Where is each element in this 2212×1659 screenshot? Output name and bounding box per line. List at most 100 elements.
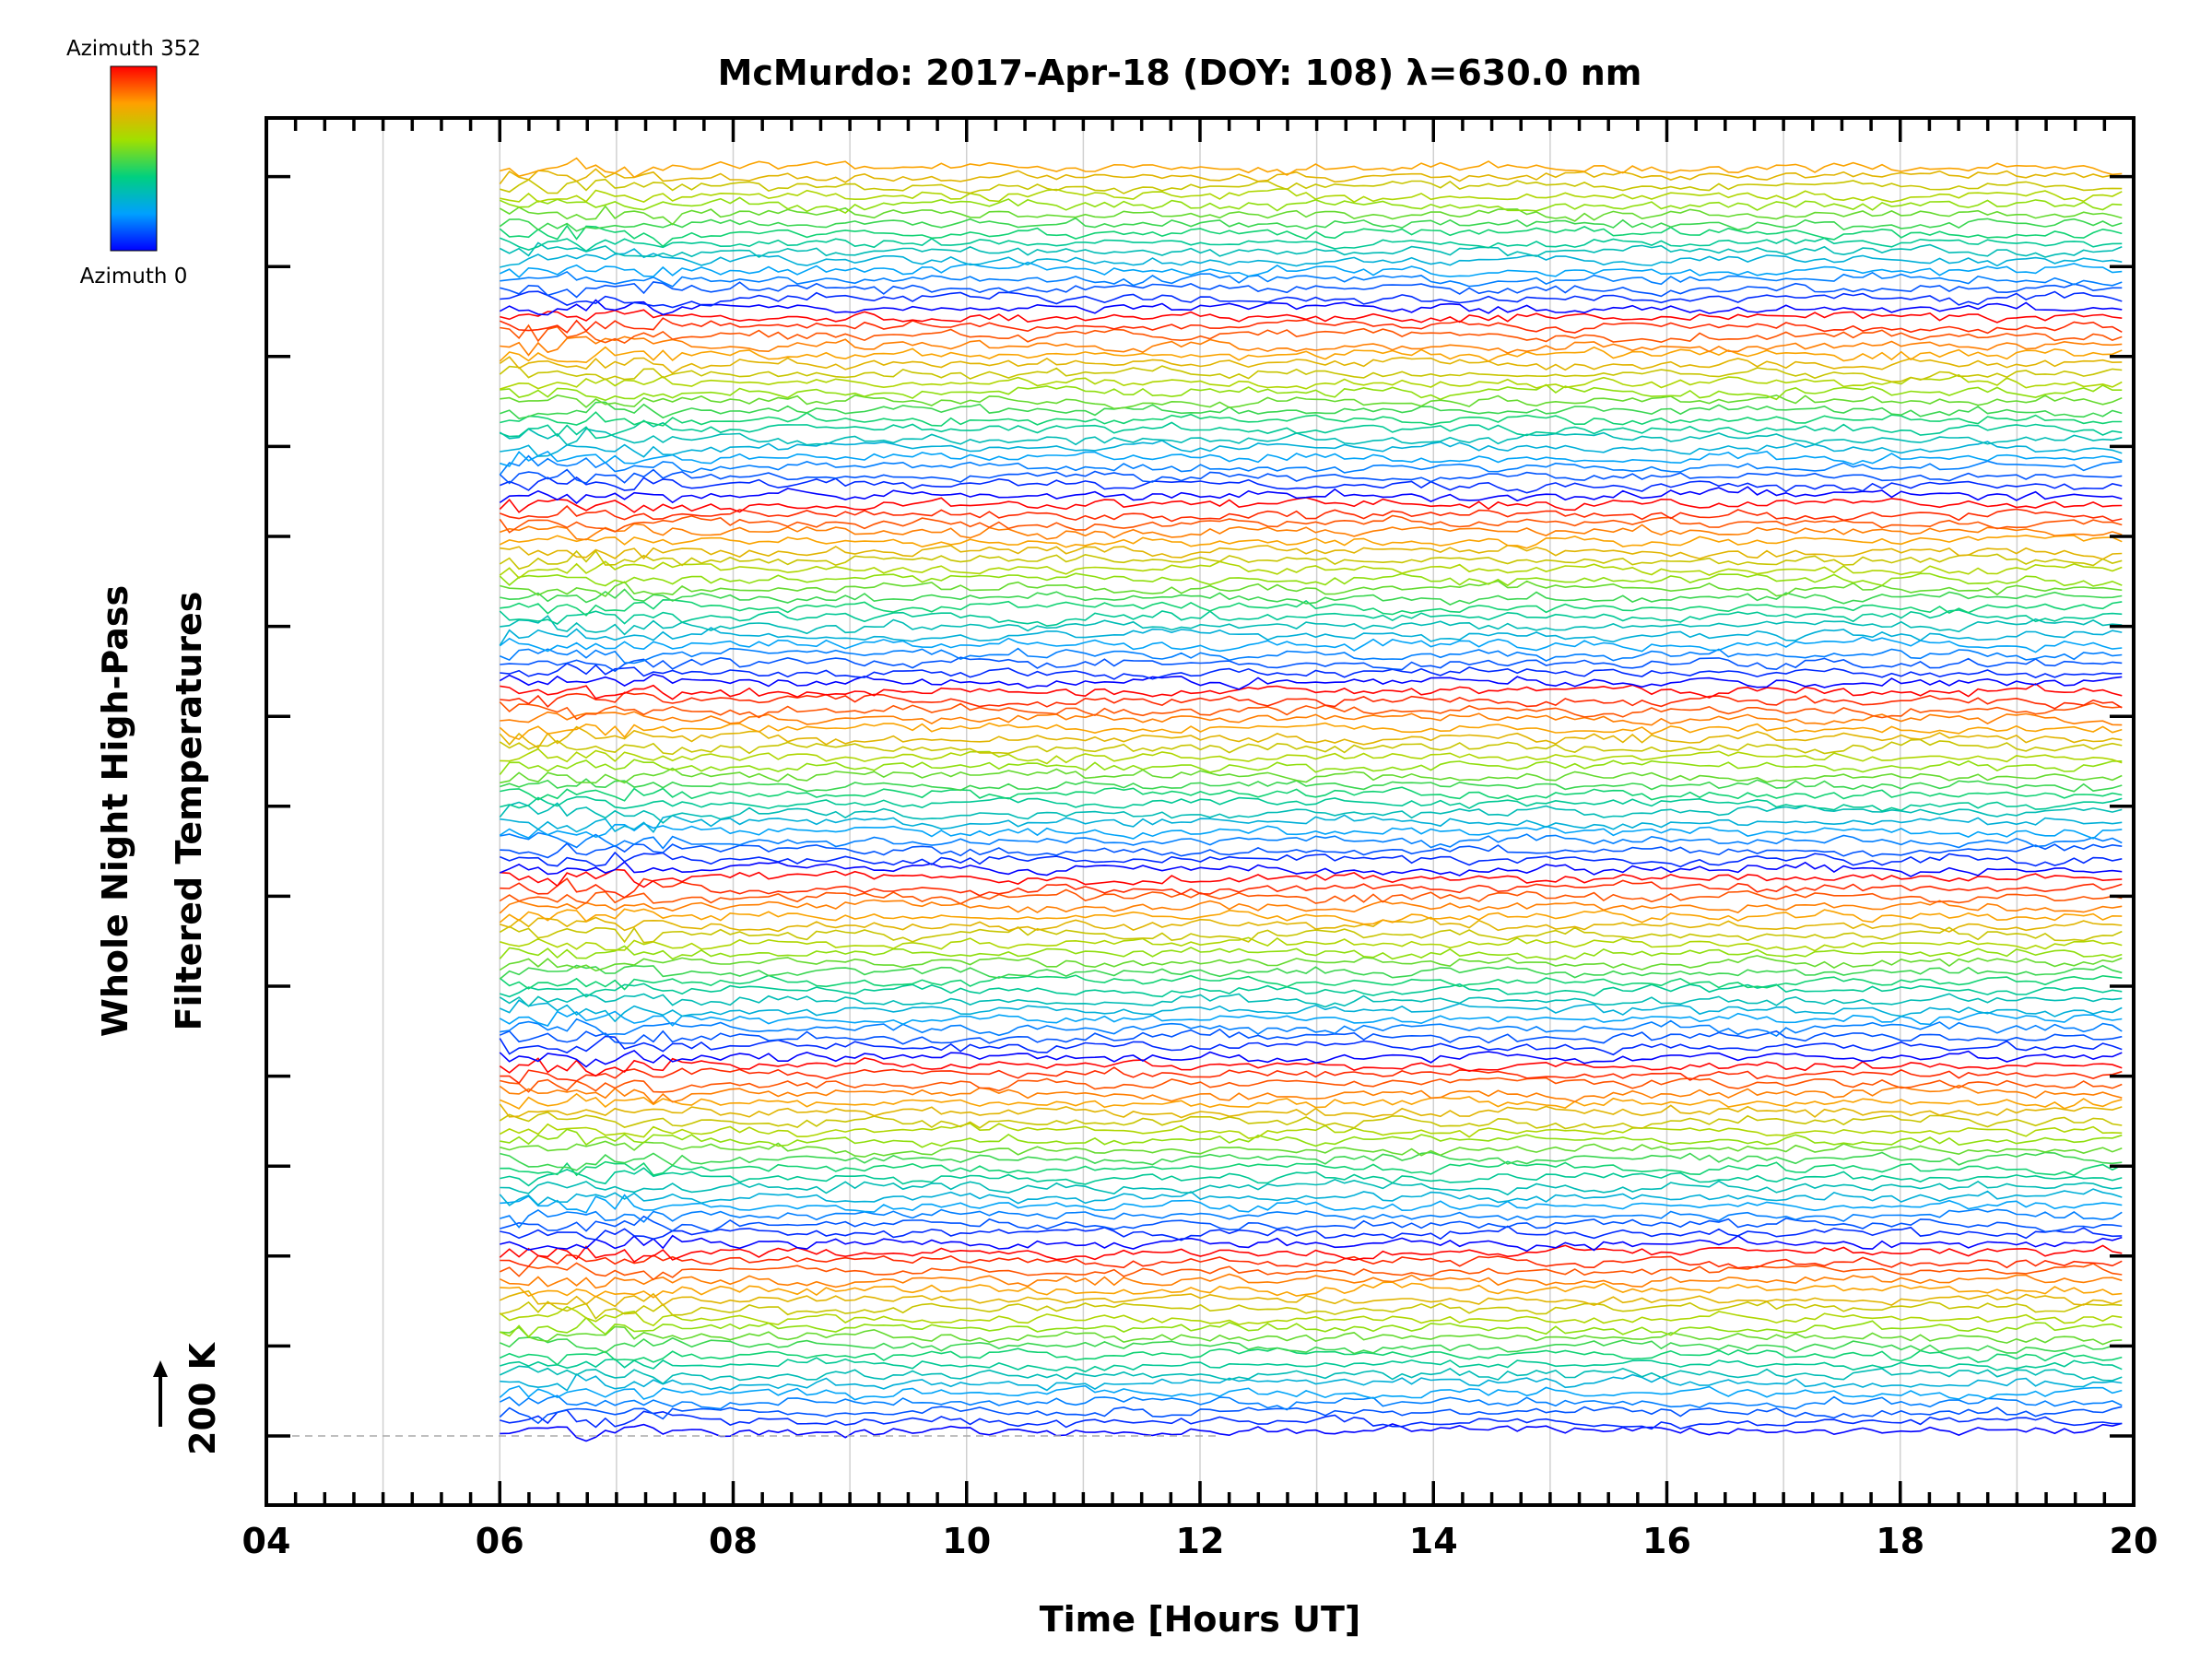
series-line-115 [499,346,2123,364]
series-line-123 [500,270,2123,288]
series-line-127 [500,237,2123,253]
series-line-83 [499,647,2123,665]
series-line-11 [499,1316,2123,1338]
series-line-117 [500,324,2123,345]
series-line-71 [499,759,2123,775]
series-line-110 [500,394,2123,410]
series-line-114 [499,356,2123,374]
x-tick-label: 06 [476,1521,524,1561]
series-line-100 [499,486,2123,504]
series-line-131 [499,196,2123,215]
series-line-41 [499,1035,2123,1056]
series-line-87 [499,609,2123,627]
series-line-84 [499,636,2123,653]
series-line-101 [500,477,2123,494]
series-line-1 [500,1409,2123,1430]
axis-ticks [265,118,2136,1505]
series-line-21 [500,1225,2123,1241]
series-line-75 [499,722,2123,741]
series-line-99 [499,497,2123,513]
series-line-79 [500,682,2123,700]
series-line-85 [499,627,2123,646]
series-line-98 [500,504,2123,523]
series-line-20 [500,1234,2123,1253]
series-line-38 [500,1066,2123,1085]
series-line-9 [499,1336,2123,1355]
series-line-82 [500,656,2123,673]
x-tick-label: 20 [2110,1521,2159,1561]
series-line-60 [499,861,2123,877]
series-line-94 [500,544,2123,560]
series-line-90 [500,580,2123,597]
series-line-122 [500,281,2123,299]
series-line-47 [500,982,2123,998]
series-line-7 [500,1357,2123,1373]
series-line-36 [499,1084,2123,1105]
series-line-113 [499,365,2123,383]
series-line-109 [500,401,2123,419]
series-line-135 [500,157,2123,179]
series-line-105 [500,440,2123,458]
series-line-107 [500,419,2123,440]
series-line-130 [499,205,2123,226]
series-line-74 [499,725,2123,749]
series-line-29 [500,1151,2123,1171]
x-tick-label: 16 [1642,1521,1691,1561]
series-line-59 [500,868,2123,888]
series-line-31 [500,1128,2123,1148]
series-line-72 [500,747,2123,765]
series-line-51 [499,945,2123,960]
series-line-67 [500,795,2123,812]
series-line-10 [500,1325,2123,1346]
series-line-104 [500,450,2123,467]
chart-title: McMurdo: 2017-Apr-18 (DOY: 108) λ=630.0 … [718,53,1642,93]
series-line-70 [500,767,2123,784]
series-line-50 [499,955,2123,972]
series-line-32 [499,1123,2123,1139]
series-line-30 [500,1140,2123,1159]
series-line-58 [500,877,2123,899]
series-line-52 [500,936,2123,952]
x-tick-label: 18 [1876,1521,1924,1561]
series-line-16 [499,1273,2123,1289]
series-line-34 [499,1103,2123,1119]
series-line-125 [500,248,2123,268]
series-line-26 [500,1178,2123,1196]
series-line-116 [500,335,2123,357]
scale-marker: 200 K [153,1341,223,1455]
series-line-129 [499,217,2123,232]
x-tick-label: 04 [242,1521,291,1561]
series-line-118 [500,317,2123,335]
series-line-65 [500,814,2123,833]
series-line-133 [500,178,2123,194]
series-line-80 [499,673,2123,690]
series-line-25 [499,1188,2123,1206]
series-line-112 [500,373,2123,390]
series-line-53 [499,925,2123,944]
series-line-93 [499,549,2123,571]
series-line-92 [499,560,2123,580]
series-line-128 [499,224,2123,248]
series-line-78 [500,691,2123,710]
series-line-43 [500,1018,2123,1038]
series-line-56 [499,899,2123,914]
colorbar-top-label: Azimuth 352 [66,37,201,61]
y-axis-label-line1: Whole Night High-Pass [95,585,135,1037]
series-line-8 [499,1347,2123,1366]
series-line-124 [499,261,2123,278]
series-line-37 [500,1077,2123,1093]
series-line-95 [499,535,2123,549]
series-line-14 [499,1289,2123,1308]
series-line-22 [500,1215,2123,1233]
series-line-97 [499,514,2123,534]
series-line-33 [499,1111,2123,1130]
series-line-103 [499,454,2123,476]
series-line-44 [499,1010,2123,1027]
series-line-17 [499,1262,2123,1281]
series-line-55 [499,908,2123,925]
series-line-15 [500,1281,2123,1299]
series-line-69 [500,778,2123,793]
series-line-134 [499,168,2123,185]
series-line-68 [500,786,2123,802]
